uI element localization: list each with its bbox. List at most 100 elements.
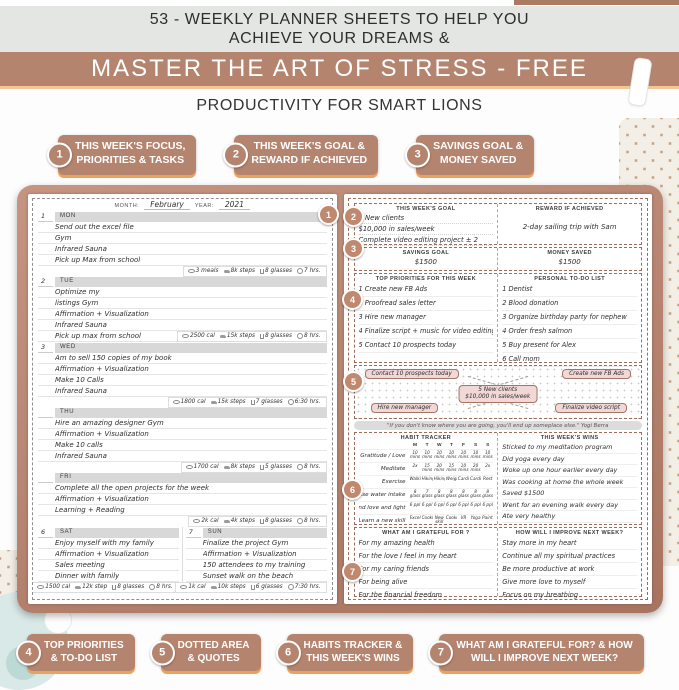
meal-icon: [193, 519, 201, 523]
task-row: Send out the excel file: [38, 222, 327, 233]
habit-cell: Cardio: [470, 476, 482, 489]
habits-wins-section: HABIT TRACKER M T W T F S S Gratitude / Love 10 …: [353, 432, 642, 528]
task-row: Affirmation + Visualization: [38, 494, 327, 505]
priorities-todo-section: TOP PRIORITIES FOR THIS WEEK 1 Create ne…: [353, 272, 642, 367]
top-priorities-title: TOP PRIORITIES FOR THIS WEEK: [375, 275, 476, 282]
habit-cell: 8 glass: [445, 489, 457, 502]
weekly-wins-list: Sticked to my meditation program Did yoga…: [502, 442, 637, 523]
day-stats-row: 3 meals 8k steps 8 glasses 7 hrs.: [38, 265, 327, 277]
habit-cell: VR: [457, 515, 470, 528]
task-text: Enjoy myself with my family: [55, 539, 154, 547]
weekday-blocks: 1 MON Send out the excel file Gym Infrared S…: [38, 211, 327, 527]
habit-cell: 2x: [482, 463, 494, 476]
personal-todo-title: PERSONAL TO-DO LIST: [534, 275, 605, 282]
stat-value: 10k steps: [217, 584, 246, 590]
right-page-content: THIS WEEK'S GOAL 5 New clients $10,000 in…: [347, 198, 648, 600]
callout-badge: 2 THIS WEEK'S GOAL & REWARD IF ACHIEVED: [223, 135, 379, 175]
habit-cell: 6 ppl: [409, 502, 421, 515]
task-text: Sales meeting: [55, 561, 105, 569]
callout-line: MONEY SAVED: [439, 153, 517, 166]
day-stats: 1500 cal 12k step 8 glasses 8 hrs.: [32, 581, 179, 593]
callout-line: REWARD IF ACHIEVED: [251, 153, 368, 166]
weekend-blocks: 6 SAT Enjoy myself with my family Affirmati…: [32, 527, 327, 593]
day-name: MON: [55, 212, 327, 222]
habit-day-header: T: [445, 442, 457, 450]
day-name: TUE: [55, 277, 327, 287]
habit-cell: Painting: [482, 515, 494, 528]
steps-icon: [75, 585, 82, 589]
task-text: Make 10 calls: [55, 441, 103, 449]
task-text: Finalize the project Gym: [202, 539, 289, 547]
list-item: Did yoga every day: [502, 454, 637, 465]
habit-label: Learn a new skill: [358, 515, 409, 528]
task-row: Infrared Sauna: [38, 451, 327, 462]
planner-left-page: MONTH: February YEAR: 2021 1 MON Send out …: [28, 194, 337, 604]
marker-4: 4: [342, 289, 363, 310]
day-number: 7: [185, 528, 201, 538]
sleep-icon: [297, 333, 304, 339]
task-text: Learning + Reading: [55, 506, 125, 514]
habit-cell: 6 ppl: [457, 502, 470, 515]
steps-icon: [210, 585, 217, 589]
stat-value: 2k cal: [201, 518, 219, 524]
day-block: THU Hire an amazing designer Gym Affirmati…: [38, 407, 327, 473]
savings-goal-value: $1500: [414, 258, 438, 266]
list-item: 5 New clients: [358, 213, 494, 224]
habit-cell: 10 mins: [457, 450, 470, 463]
mindmap-center-line2: $10,000 in sales/week: [465, 393, 531, 400]
stat-value: 5 glasses: [265, 464, 293, 470]
callout-line: TOP PRIORITIES: [44, 640, 124, 651]
callout-badge: 4 TOP PRIORITIES & TO-DO LIST: [16, 634, 135, 672]
callout-number-badge: 4: [16, 640, 41, 666]
list-item: 1 Create new FB Ads: [358, 283, 494, 297]
top-margin: [0, 0, 679, 6]
stat-value: 15k steps: [217, 399, 246, 405]
list-item: 3 Organize birthday party for nephew: [502, 311, 637, 325]
reward-title: REWARD IF ACHIEVED: [535, 206, 604, 212]
list-item: For the love I feel in my heart: [358, 550, 494, 563]
top-priorities-box: TOP PRIORITIES FOR THIS WEEK 1 Create ne…: [355, 274, 498, 362]
habit-cell: Cooking: [421, 515, 433, 528]
steps-icon: [223, 465, 230, 469]
marker-1: 1: [318, 204, 339, 225]
habit-cell: 10 mins: [421, 450, 433, 463]
stat-value: 8k steps: [230, 268, 256, 274]
day-header: 1 MON: [38, 212, 327, 222]
day-stats-row: 1k cal 10k steps 6 glasses 7:30 hrs.: [175, 581, 327, 593]
day-stats-row: 1800 cal 15k steps 7 glasses 6:30 hrs.: [38, 396, 327, 408]
list-item: For the financial freedom: [359, 589, 494, 599]
stat-value: 8k steps: [230, 464, 256, 470]
habit-cell: 10 mins: [482, 450, 494, 463]
task-text: Infrared Sauna: [55, 452, 107, 460]
day-number: [38, 473, 53, 483]
day-stats: 3 meals 8k steps 8 glasses 7 hrs.: [182, 265, 327, 277]
banner-underline: [0, 86, 679, 89]
day-block: 1 MON Send out the excel file Gym Infrared S…: [38, 211, 327, 277]
stat-value: 8 hrs.: [304, 464, 321, 470]
mindmap-center-line1: 5 New clients: [478, 386, 518, 393]
habit-cell: 10 mins: [457, 463, 470, 476]
callout-badge: 7 WHAT AM I GRATEFUL FOR? & HOW WILL I IMP…: [428, 634, 644, 672]
callout-number-badge: 7: [428, 640, 454, 666]
day-name: SAT: [55, 528, 179, 538]
month-year-row: MONTH: February YEAR: 2021: [38, 200, 327, 211]
day-block: 7 SUN Finalize the project Gym Affirmation …: [175, 527, 327, 593]
bottom-callouts-row: 4 TOP PRIORITIES & TO-DO LIST 5 DOTTED AREA &…: [0, 634, 679, 672]
task-text: 150 attendees to my training: [202, 561, 306, 569]
task-row: Infrared Sauna: [38, 320, 327, 331]
header-band: 53 - WEEKLY PLANNER SHEETS TO HELP YOU A…: [0, 6, 679, 52]
task-text: Pick up Max from school: [55, 256, 141, 264]
improve-list: Stay more in my heart Continue all my spi…: [502, 537, 637, 599]
callout-badge: 6 HABITS TRACKER & THIS WEEK'S WINS: [275, 634, 414, 672]
habit-day-header: S: [482, 442, 494, 450]
callout-number-badge: 2: [223, 142, 249, 168]
task-row: Complete all the open projects for the w…: [38, 483, 327, 494]
list-item: Sticked to my meditation program: [502, 442, 637, 454]
month-label: MONTH:: [114, 203, 140, 209]
day-stats: 2500 cal 15k steps 8 glasses 8 hrs.: [176, 330, 327, 342]
task-text: Infrared Sauna: [55, 321, 107, 329]
task-text: Infrared Sauna: [55, 387, 107, 395]
grateful-box: WHAT AM I GRATEFUL FOR ? For my amazing …: [355, 528, 498, 599]
header-subtitle: PRODUCTIVITY FOR SMART LIONS: [196, 97, 483, 114]
list-item: Saved $1500: [502, 488, 637, 500]
